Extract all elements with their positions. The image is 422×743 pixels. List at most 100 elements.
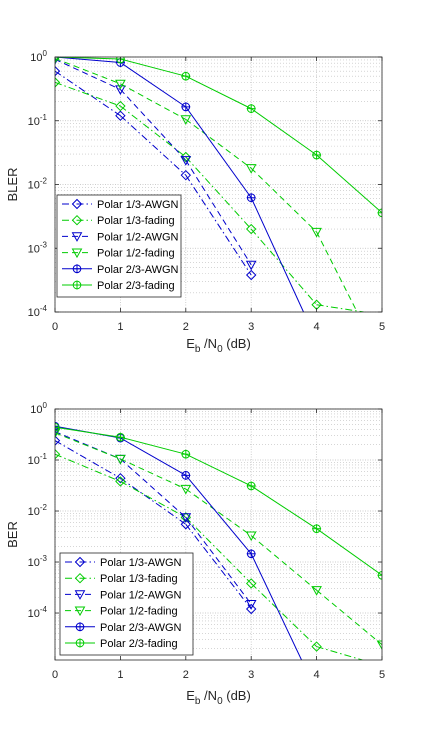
legend-label: Polar 1/3-AWGN bbox=[100, 557, 182, 569]
series-4 bbox=[55, 57, 358, 312]
legend-label: Polar 2/3-AWGN bbox=[100, 622, 182, 634]
data-point-marker bbox=[245, 223, 257, 235]
data-point-marker bbox=[180, 156, 192, 166]
data-point-marker bbox=[246, 193, 256, 203]
data-point-marker bbox=[115, 432, 125, 442]
series-1 bbox=[55, 435, 257, 615]
legend-box bbox=[56, 194, 182, 298]
series-line-segment bbox=[120, 115, 187, 176]
series-line-segment bbox=[185, 488, 252, 536]
legend-marker bbox=[74, 590, 86, 600]
series-line-segment bbox=[185, 106, 252, 199]
data-point-marker bbox=[312, 150, 322, 160]
y-tick-label: 10-4 bbox=[28, 605, 48, 620]
data-point-marker bbox=[376, 640, 382, 651]
data-point-marker bbox=[180, 169, 192, 181]
series-line-segment bbox=[316, 589, 382, 646]
data-point-marker bbox=[312, 524, 322, 534]
legend-marker bbox=[75, 622, 85, 632]
x-tick-label: 1 bbox=[117, 321, 123, 333]
legend-marker bbox=[71, 198, 83, 210]
series-line-segment bbox=[185, 118, 252, 169]
x-tick-label: 1 bbox=[117, 669, 123, 681]
data-point-marker bbox=[181, 71, 191, 81]
legend-item: Polar 2/3-fading bbox=[62, 280, 175, 292]
series-line-segment bbox=[185, 174, 252, 276]
data-point-marker bbox=[311, 586, 322, 596]
y-tick-label: 10-1 bbox=[28, 113, 48, 128]
axes-box bbox=[54, 408, 383, 661]
series-line-segment bbox=[185, 159, 252, 266]
x-tick-label: 2 bbox=[183, 669, 189, 681]
legend-item: Polar 1/3-fading bbox=[65, 572, 178, 585]
legend-label: Polar 1/3-AWGN bbox=[97, 199, 179, 211]
legend-label: Polar 1/2-AWGN bbox=[100, 589, 182, 601]
x-tick-label: 2 bbox=[183, 321, 189, 333]
y-tick-label: 10-1 bbox=[28, 452, 48, 467]
data-point-marker bbox=[115, 85, 126, 95]
data-point-marker bbox=[311, 641, 322, 652]
legend-box bbox=[59, 552, 194, 656]
legend-item: Polar 1/3-AWGN bbox=[65, 556, 182, 569]
y-tick-label: 10-2 bbox=[28, 503, 48, 518]
data-point-marker bbox=[115, 110, 126, 121]
series-line-segment bbox=[250, 583, 317, 647]
x-tick-label: 0 bbox=[52, 321, 58, 333]
x-axis-label: Eb /N0 (dB) bbox=[186, 688, 251, 707]
data-point-marker bbox=[181, 102, 191, 112]
series-line-segment bbox=[250, 197, 304, 312]
legend-marker bbox=[71, 248, 83, 259]
data-point-marker bbox=[115, 472, 126, 484]
legend-marker bbox=[72, 280, 82, 290]
series-line-segment bbox=[316, 304, 364, 312]
series-line-segment bbox=[185, 523, 252, 610]
y-tick-label: 100 bbox=[30, 401, 47, 416]
legend-item: Polar 1/2-fading bbox=[62, 248, 175, 260]
x-tick-label: 0 bbox=[52, 669, 58, 681]
legend-label: Polar 1/2-AWGN bbox=[97, 231, 179, 243]
legend-label: Polar 2/3-fading bbox=[100, 638, 178, 650]
data-point-marker bbox=[55, 422, 60, 432]
data-point-marker bbox=[181, 449, 191, 459]
data-point-marker bbox=[115, 79, 126, 90]
ber-panel: 0 1 2 3 4 5 10-4 10-3 10-2 10-1 100 BER Eb /N0 (dB) P… bbox=[5, 401, 385, 707]
data-point-marker bbox=[245, 531, 257, 542]
series-line-segment bbox=[185, 517, 252, 584]
series-line-segment bbox=[55, 453, 121, 482]
x-axis-label: Eb /N0 (dB) bbox=[186, 336, 251, 355]
series-2 bbox=[55, 448, 363, 660]
data-point-marker bbox=[115, 454, 126, 465]
data-point-marker bbox=[246, 549, 256, 559]
legend-marker bbox=[74, 572, 86, 584]
data-point-marker bbox=[55, 428, 61, 439]
legend-item: Polar 2/3-AWGN bbox=[65, 622, 182, 634]
data-point-marker bbox=[180, 115, 192, 125]
legend-item: Polar 2/3-fading bbox=[65, 638, 178, 650]
tick-marks bbox=[54, 408, 383, 660]
series-line-segment bbox=[185, 75, 252, 110]
data-point-marker bbox=[245, 578, 257, 589]
data-point-marker bbox=[115, 476, 126, 487]
data-point-marker bbox=[245, 603, 257, 615]
series-line-segment bbox=[316, 154, 382, 214]
legend-label: Polar 2/3-AWGN bbox=[97, 264, 179, 276]
series-line-segment bbox=[55, 57, 121, 85]
series-line-segment bbox=[316, 231, 358, 312]
series-line-segment bbox=[250, 167, 317, 233]
data-point-marker bbox=[245, 269, 257, 281]
y-tick-label: 10-2 bbox=[28, 177, 48, 192]
series-line-segment bbox=[185, 517, 252, 605]
series-line-segment bbox=[120, 458, 187, 518]
x-tick-label: 5 bbox=[379, 321, 385, 333]
series-line-segment bbox=[55, 426, 121, 438]
series-line-segment bbox=[316, 646, 363, 660]
data-point-marker bbox=[245, 260, 257, 271]
series-1 bbox=[55, 65, 257, 281]
series-line-segment bbox=[185, 475, 252, 555]
data-point-marker bbox=[245, 164, 257, 174]
x-tick-label: 4 bbox=[314, 321, 320, 333]
data-point-marker bbox=[180, 513, 192, 523]
legend-marker bbox=[71, 214, 83, 226]
data-point-marker bbox=[55, 448, 61, 460]
data-point-marker bbox=[115, 100, 126, 112]
